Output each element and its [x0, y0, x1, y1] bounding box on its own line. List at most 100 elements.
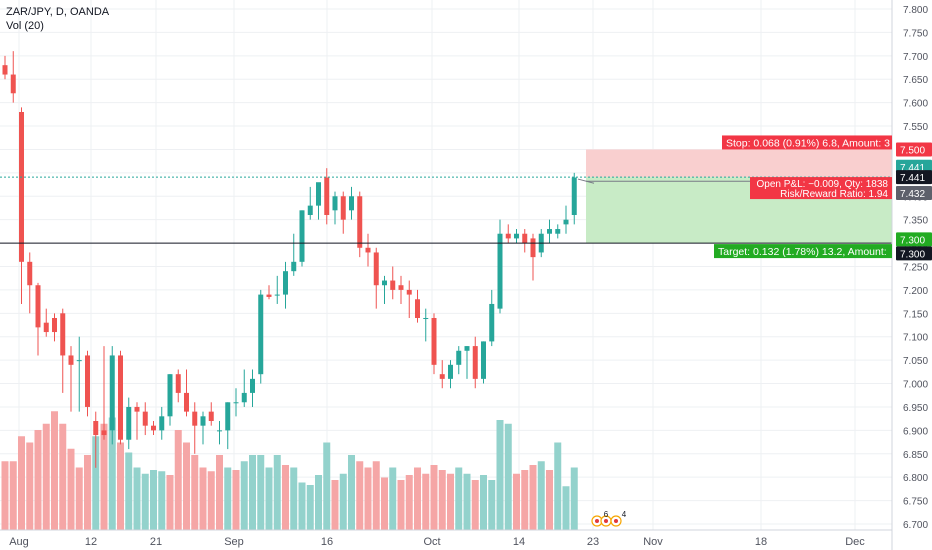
candle-body — [390, 280, 396, 290]
candle-body — [2, 65, 8, 75]
y-tick-label: 7.750 — [903, 28, 928, 39]
y-tick-label: 7.550 — [903, 122, 928, 133]
x-tick-label: 12 — [85, 536, 97, 548]
volume-bar — [562, 486, 570, 530]
event-dot — [595, 519, 599, 523]
y-tick-label: 7.800 — [903, 5, 928, 16]
entry-price-badge-box — [896, 170, 932, 185]
candle-body — [291, 261, 297, 272]
volume-bar — [9, 461, 17, 530]
y-tick-label: 6.800 — [903, 473, 928, 484]
candle-body — [266, 294, 272, 297]
volume-bar — [554, 442, 562, 530]
volume-bar — [364, 467, 372, 530]
y-tick-label: 7.050 — [903, 356, 928, 367]
volume-bar — [133, 467, 141, 530]
volume-bar — [273, 455, 281, 530]
candle-body — [68, 355, 74, 365]
candle-body — [555, 229, 561, 234]
y-tick-label: 7.350 — [903, 216, 928, 227]
volume-bar — [59, 423, 67, 530]
stop-zone — [586, 149, 892, 178]
volume-bar — [546, 470, 553, 530]
x-tick-label: 14 — [513, 536, 525, 548]
candles — [2, 51, 577, 468]
target-label-box — [714, 244, 892, 259]
volume-bar — [216, 455, 223, 530]
last-price-badge: 7.441 — [900, 163, 925, 174]
y-tick-label: 7.100 — [903, 333, 928, 344]
volume-bar — [224, 467, 232, 530]
volume-bar — [414, 467, 421, 530]
volume-bar — [356, 461, 364, 530]
volume-bar — [67, 448, 75, 530]
x-tick-label: Sep — [224, 536, 244, 548]
candle-body — [134, 406, 140, 412]
target-price-badge-box — [896, 232, 932, 247]
y-tick-label: 6.750 — [903, 497, 928, 508]
candle-body — [307, 205, 313, 215]
candle-body — [76, 360, 82, 362]
entry-price-badge: 7.441 — [900, 173, 925, 184]
stop-price-badge: 7.500 — [900, 145, 925, 156]
candle-body — [365, 247, 371, 253]
volume-legend[interactable]: Vol (20) — [6, 20, 44, 32]
candle-body — [126, 406, 132, 440]
volume-bar — [207, 471, 215, 530]
candle-body — [109, 355, 115, 431]
candle-body — [258, 294, 264, 375]
y-tick-label: 6.850 — [903, 450, 928, 461]
volume-bar — [265, 467, 273, 530]
volume-bar — [306, 485, 314, 530]
current-price-badge-box — [896, 185, 932, 200]
symbol-legend[interactable]: ZAR/JPY, D, OANDA — [6, 6, 110, 18]
position-labels: Stop: 0.068 (0.91%) 6.8, Amount: 3 Target… — [714, 135, 892, 259]
candle-body — [225, 402, 231, 431]
candle-body — [217, 430, 222, 432]
volume-bar — [84, 455, 91, 530]
volume-bar — [570, 467, 578, 530]
candle-body — [250, 378, 255, 393]
target-price-badge: 7.300 — [900, 235, 925, 246]
candle-body — [398, 285, 404, 290]
x-tick-label: Oct — [423, 536, 440, 548]
volume-bar — [422, 473, 430, 530]
volume-bar — [372, 461, 380, 530]
volume-bar — [315, 475, 322, 530]
candle-body — [93, 421, 99, 436]
x-tick-label: 18 — [755, 536, 767, 548]
volume-bar — [537, 461, 545, 530]
candle-body — [324, 177, 330, 215]
volume-bar — [521, 470, 529, 530]
time-axis[interactable]: Aug 12 21 Sep 16 Oct 14 23 Nov 18 Dec — [0, 529, 892, 548]
candle-body — [142, 411, 148, 426]
volume-bar — [92, 436, 100, 530]
volume-bar — [405, 475, 413, 530]
volume-bar — [430, 465, 438, 530]
line-price-badge: 7.300 — [900, 249, 925, 260]
volume-bar — [183, 442, 190, 530]
y-tick-label: 7.250 — [903, 263, 928, 274]
event-dot — [614, 519, 618, 523]
volume-bar — [51, 411, 58, 530]
volume-bar — [150, 470, 157, 530]
candle-body — [357, 196, 363, 248]
y-tick-label: 7.200 — [903, 286, 928, 297]
x-tick-label: Dec — [845, 536, 865, 548]
candle-body — [10, 74, 16, 94]
stop-label-box — [722, 135, 892, 150]
price-axis[interactable]: 7.8007.7507.7007.6507.6007.5507.5007.450… — [891, 0, 928, 550]
candle-body — [522, 233, 528, 244]
candle-body — [85, 355, 90, 407]
volume-bar — [290, 467, 298, 530]
volume-bar — [141, 473, 149, 530]
candle-body — [373, 252, 379, 286]
candle-body — [431, 318, 437, 365]
candle-body — [489, 303, 495, 342]
y-tick-label: 7.650 — [903, 75, 928, 86]
volume-bar — [480, 475, 487, 530]
y-tick-label: 6.950 — [903, 403, 928, 414]
candle-body — [241, 392, 247, 403]
